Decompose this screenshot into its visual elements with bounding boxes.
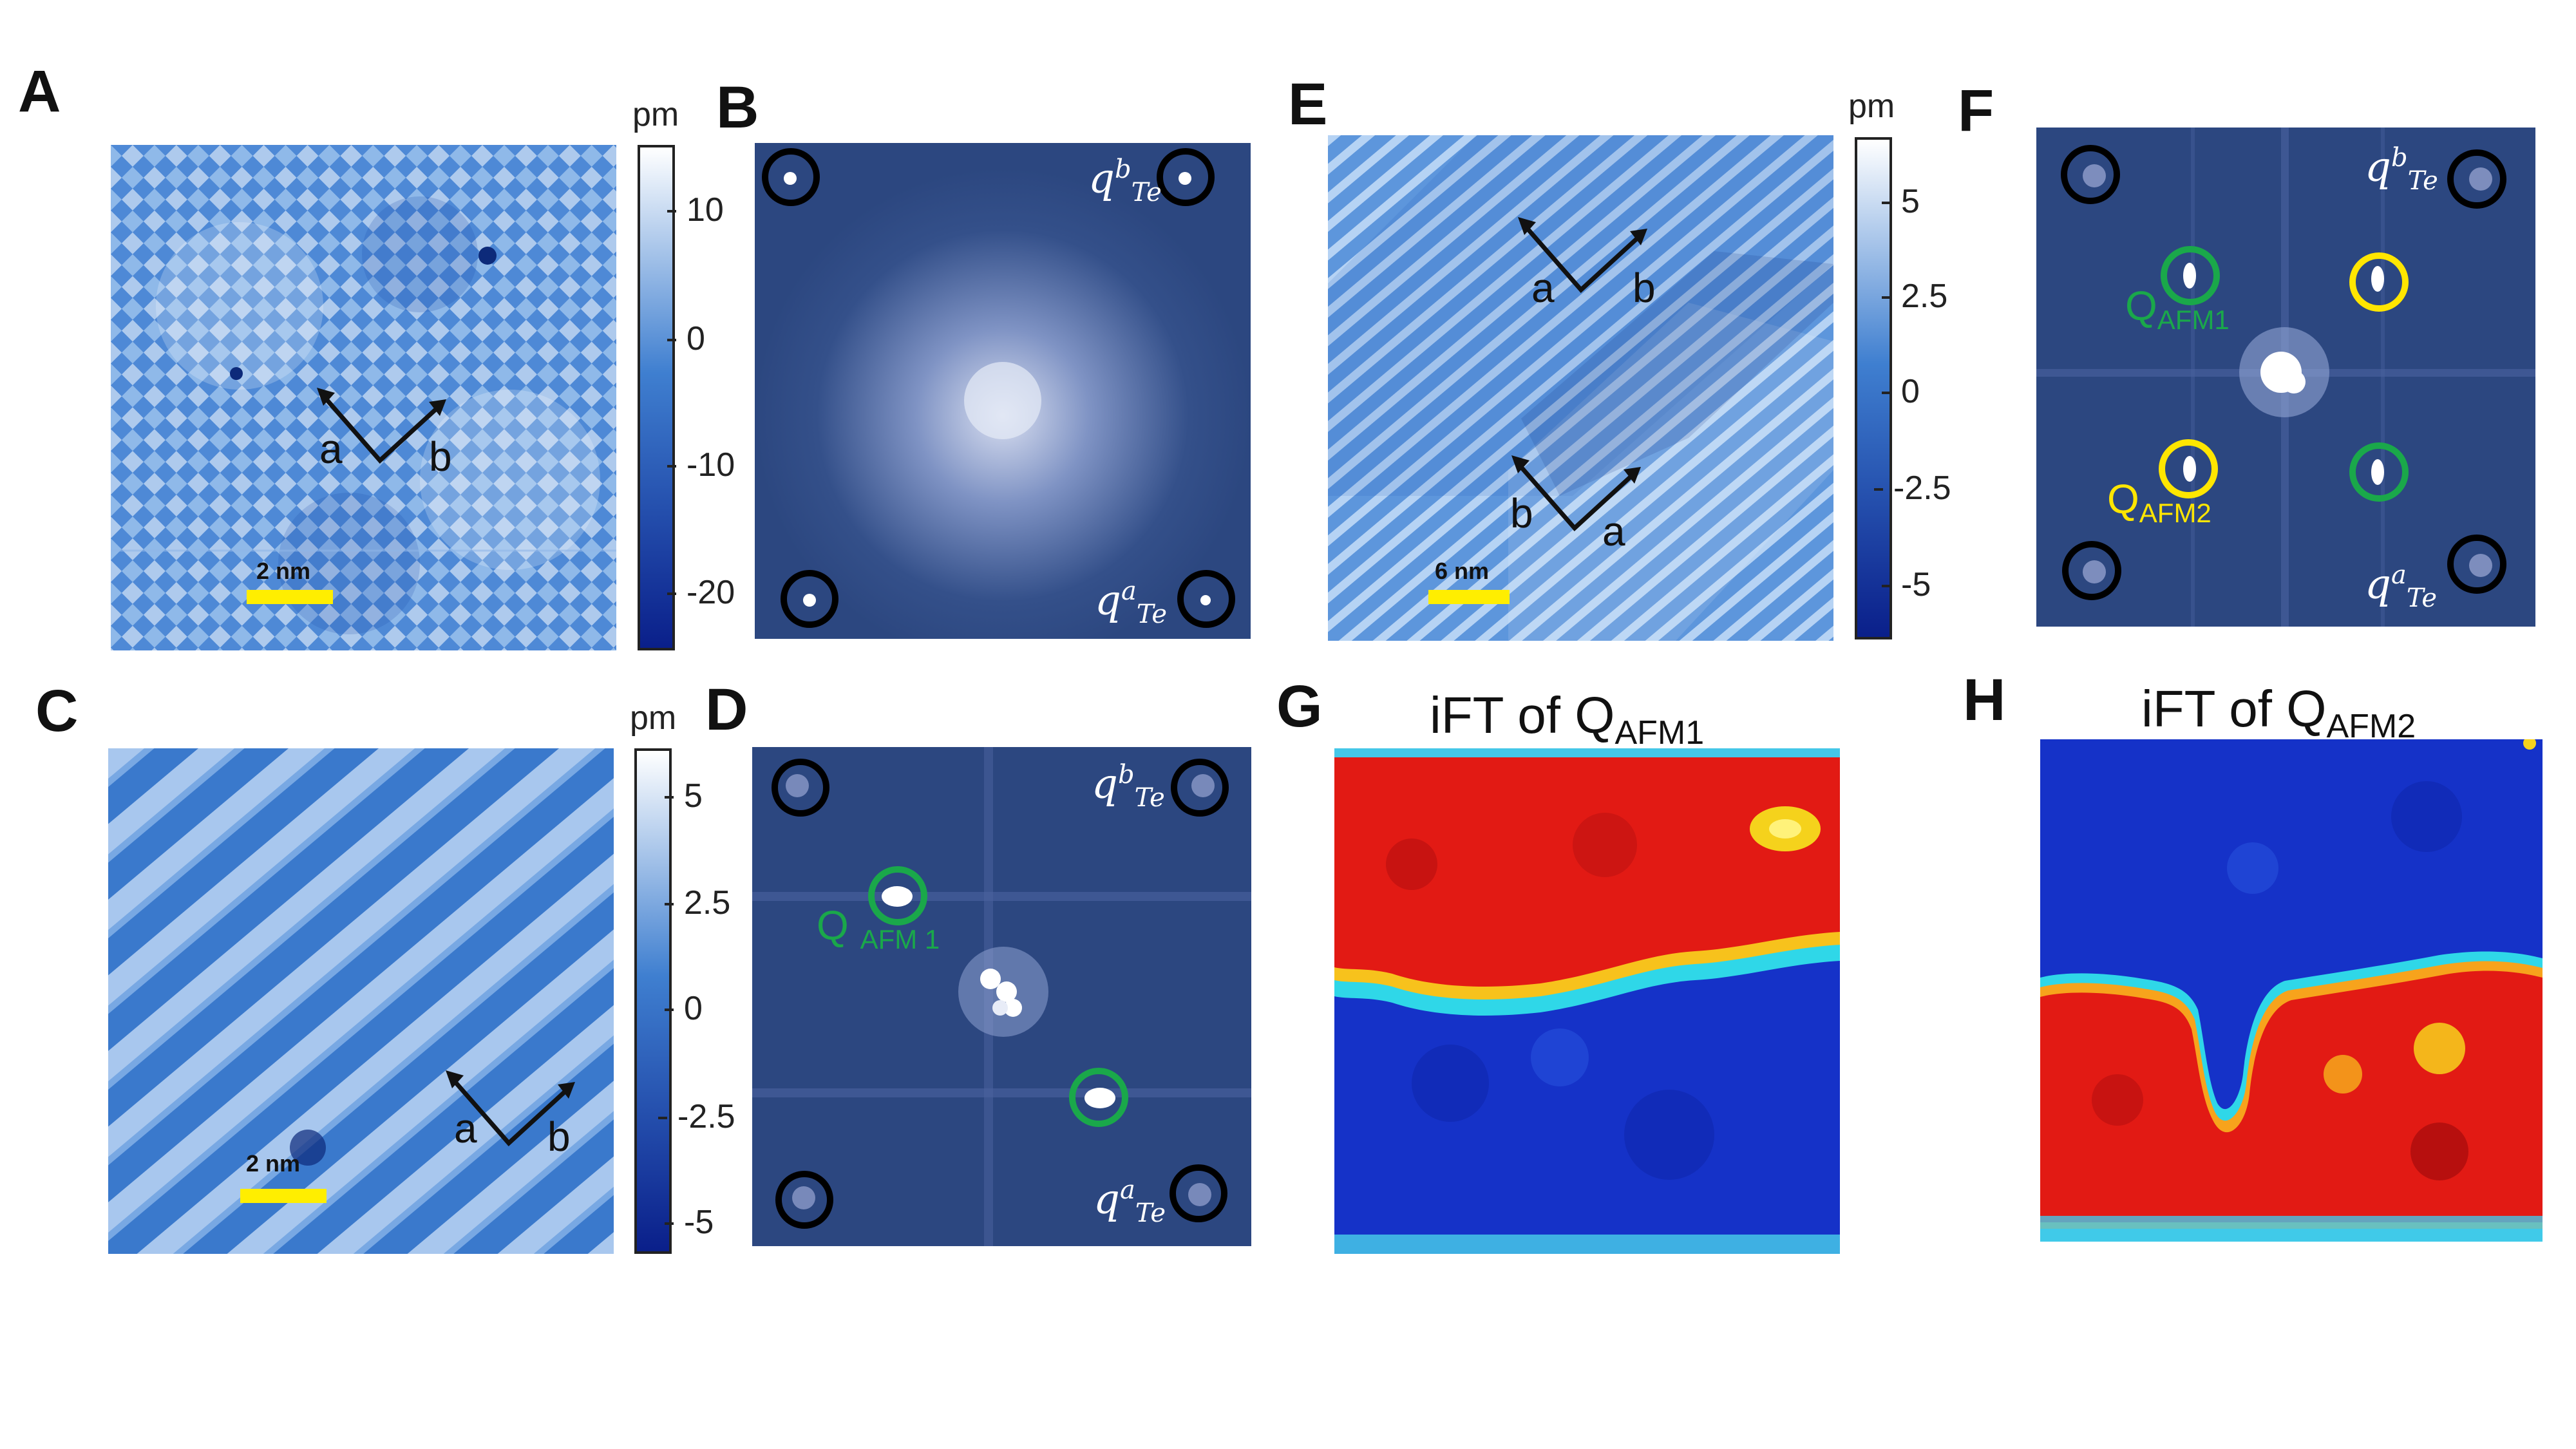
panel-label-e: E	[1288, 71, 1328, 137]
q-te-a-label: qaTe	[1094, 1175, 1166, 1229]
q-te-b-label: qbTe	[1088, 155, 1162, 208]
lattice-axes-c	[446, 1070, 575, 1146]
colorbar-tick: 5	[665, 777, 703, 815]
qafm2-circle	[2159, 439, 2218, 498]
colorbar-c	[634, 748, 672, 1254]
qafm2-circle	[2349, 252, 2409, 312]
axis-label-a: a	[1531, 265, 1555, 311]
bragg-peak-circle	[2061, 145, 2120, 204]
panel-label-h: H	[1963, 667, 2006, 733]
lattice-axes-e-top	[1518, 217, 1647, 293]
bragg-peak-circle	[1157, 148, 1215, 206]
colorbar-tick: 2.5	[664, 884, 731, 922]
panel-label-b: B	[716, 75, 759, 140]
panel-label-g: G	[1276, 674, 1323, 739]
axis-label-b: b	[429, 433, 452, 480]
ift-map-h	[2040, 739, 2543, 1242]
colorbar-tick: 5	[1882, 183, 1920, 220]
scale-bar-c	[240, 1189, 327, 1203]
colorbar-tick: 0	[667, 320, 705, 357]
colorbar-tick: 0	[665, 990, 703, 1027]
topography-image-c	[108, 748, 614, 1254]
colorbar-tick: -5	[664, 1204, 714, 1241]
q-te-a-label: qaTe	[2365, 560, 2438, 614]
colorbar-tick: -5	[1881, 566, 1931, 603]
ift-title-h: iFT of QAFM2	[2141, 680, 2416, 745]
scale-bar-label-a: 2 nm	[256, 558, 311, 584]
panel-label-f: F	[1958, 78, 1994, 144]
qafm1-circle	[2349, 442, 2409, 502]
lattice-axes-e-bottom	[1511, 455, 1641, 531]
ift-map-g	[1334, 748, 1840, 1254]
panel-label-a: A	[18, 59, 61, 124]
colorbar-tick: 0	[1882, 373, 1920, 410]
colorbar-unit-a: pm	[632, 96, 679, 133]
fft-image-f	[2036, 128, 2535, 627]
bragg-peak-circle	[772, 759, 829, 817]
colorbar-tick: 2.5	[1881, 278, 1948, 315]
colorbar-tick: -2.5	[1874, 469, 1951, 507]
bragg-peak-circle	[2447, 149, 2506, 209]
topography-image-e	[1328, 135, 1833, 641]
bragg-peak-circle	[2062, 541, 2121, 600]
qafm1-circle	[2161, 246, 2220, 305]
colorbar-tick: -10	[667, 446, 735, 484]
colorbar-tick: 10	[667, 191, 724, 229]
qafm2-label: QAFM2	[2107, 476, 2211, 528]
qafm1-label: Q AFM 1	[817, 902, 940, 954]
bragg-peak-circle	[762, 148, 820, 206]
qafm1-circle	[868, 866, 927, 925]
bragg-peak-circle	[1177, 570, 1235, 628]
axis-label-b: b	[1510, 490, 1533, 536]
colorbar-unit-c: pm	[630, 699, 677, 737]
bragg-peak-circle	[775, 1171, 833, 1229]
colorbar-tick: -20	[667, 574, 735, 611]
panel-label-c: C	[35, 678, 79, 744]
lattice-axes-a	[317, 388, 446, 464]
bragg-peak-circle	[1171, 759, 1229, 817]
scale-bar-label-c: 2 nm	[246, 1150, 301, 1177]
scale-bar-a	[247, 590, 333, 604]
axis-label-b: b	[547, 1113, 571, 1160]
qafm1-circle	[1069, 1068, 1128, 1127]
bragg-peak-circle	[1170, 1164, 1227, 1222]
ift-title-g: iFT of QAFM1	[1430, 687, 1705, 752]
scale-bar-e	[1428, 590, 1510, 604]
qafm1-label: QAFM1	[2125, 283, 2230, 335]
fft-image-d	[752, 747, 1251, 1246]
q-te-b-label: qbTe	[2365, 143, 2438, 196]
axis-label-a: a	[319, 426, 343, 472]
colorbar-a	[638, 145, 675, 650]
colorbar-unit-e: pm	[1848, 88, 1895, 125]
colorbar-e	[1855, 137, 1892, 639]
panel-label-d: D	[705, 677, 748, 743]
scale-bar-label-e: 6 nm	[1435, 558, 1490, 584]
axis-label-a: a	[454, 1105, 477, 1151]
axis-label-b: b	[1633, 265, 1656, 311]
colorbar-tick: -2.5	[658, 1098, 735, 1135]
q-te-a-label: qaTe	[1095, 576, 1168, 630]
topography-image-a	[111, 145, 616, 650]
q-te-b-label: qbTe	[1092, 760, 1165, 813]
bragg-peak-circle	[2447, 535, 2506, 594]
bragg-peak-circle	[781, 570, 838, 628]
axis-label-a: a	[1602, 508, 1625, 554]
fft-image-b	[755, 143, 1251, 639]
